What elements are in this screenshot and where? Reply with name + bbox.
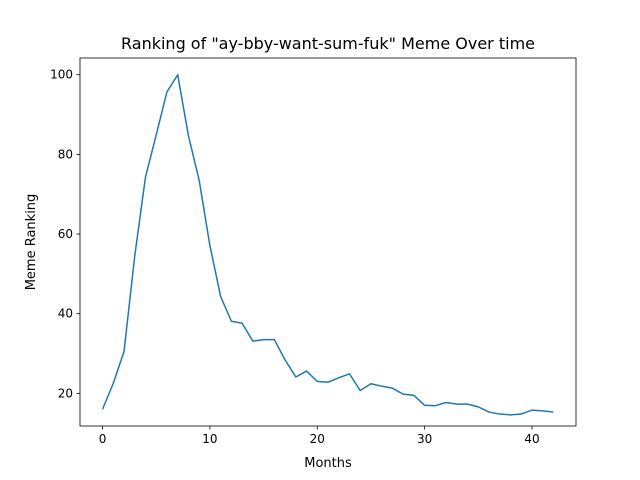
y-tick-label: 100: [50, 68, 73, 82]
y-tick-label: 20: [58, 386, 73, 400]
x-tick-label: 20: [310, 432, 325, 446]
plot-frame: [79, 57, 577, 427]
plot-area: 0 10 20 30 40 20 40 60 80 100: [50, 57, 577, 446]
series-line-0: [101, 73, 554, 416]
y-tick-label: 80: [58, 147, 73, 161]
x-tick-label: 10: [202, 432, 217, 446]
x-tick-label: 0: [99, 432, 107, 446]
x-tick-label: 40: [524, 432, 539, 446]
chart-title: Ranking of "ay-bby-want-sum-fuk" Meme Ov…: [121, 34, 535, 53]
x-tick-label: 30: [417, 432, 432, 446]
y-tick-label: 40: [58, 307, 73, 321]
y-tick-label: 60: [58, 227, 73, 241]
x-axis-label: Months: [304, 456, 352, 471]
y-axis-label: Meme Ranking: [24, 194, 39, 291]
